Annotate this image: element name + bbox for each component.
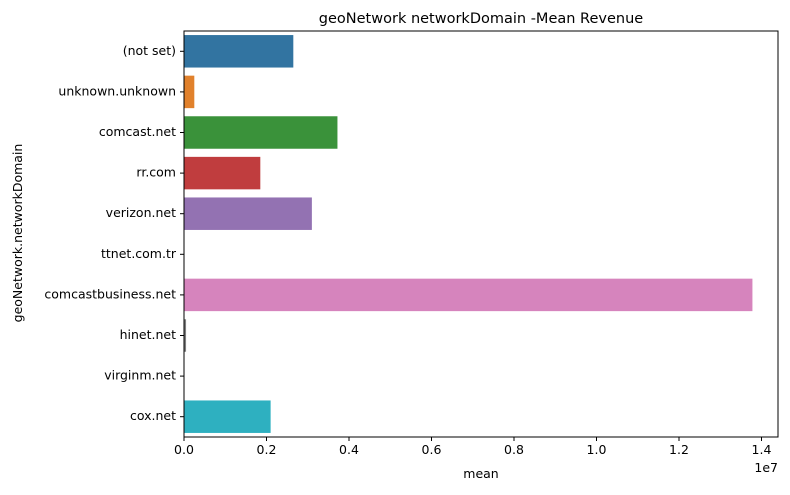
- bar-6: [184, 278, 753, 312]
- x-tick-label-3: 0.6: [422, 442, 442, 457]
- x-tick-label-1: 0.2: [257, 442, 277, 457]
- bars-layer: [184, 35, 753, 433]
- bar-9: [184, 400, 271, 433]
- bar-1: [184, 75, 195, 109]
- x-axis-ticks: 0.0 0.2 0.4 0.6 0.8 1.0 1.2 1.4: [174, 437, 771, 457]
- chart-title: geoNetwork networkDomain -Mean Revenue: [319, 11, 643, 27]
- y-tick-label-5: ttnet.com.tr: [101, 246, 177, 261]
- axes-frame: [183, 30, 779, 438]
- bar-7: [184, 319, 187, 352]
- y-tick-label-8: virginm.net: [104, 368, 176, 383]
- y-tick-label-4: verizon.net: [106, 205, 176, 220]
- plot-frame: [183, 30, 779, 438]
- y-axis-ticks: (not set) unknown.unknown comcast.net rr.co…: [44, 43, 184, 423]
- x-tick-label-4: 0.8: [504, 442, 524, 457]
- x-tick-label-6: 1.2: [669, 442, 689, 457]
- y-tick-label-7: hinet.net: [120, 327, 176, 342]
- y-tick-label-2: comcast.net: [99, 124, 176, 139]
- x-tick-label-7: 1.4: [752, 442, 772, 457]
- bar-4: [184, 197, 312, 230]
- y-tick-label-9: cox.net: [130, 408, 176, 423]
- y-axis-label: geoNetwork.networkDomain: [10, 144, 25, 323]
- x-tick-label-0: 0.0: [174, 442, 194, 457]
- y-tick-label-6: comcastbusiness.net: [44, 286, 176, 301]
- y-tick-label-3: rr.com: [136, 165, 176, 180]
- bar-2: [184, 116, 338, 149]
- bar-0: [184, 35, 294, 68]
- x-tick-label-5: 1.0: [587, 442, 607, 457]
- x-axis-label: mean: [463, 466, 498, 481]
- y-tick-label-0: (not set): [123, 43, 176, 58]
- x-axis-offset-label: 1e7: [754, 460, 778, 475]
- x-tick-label-2: 0.4: [339, 442, 359, 457]
- y-tick-label-1: unknown.unknown: [58, 83, 176, 98]
- bar-3: [184, 156, 261, 190]
